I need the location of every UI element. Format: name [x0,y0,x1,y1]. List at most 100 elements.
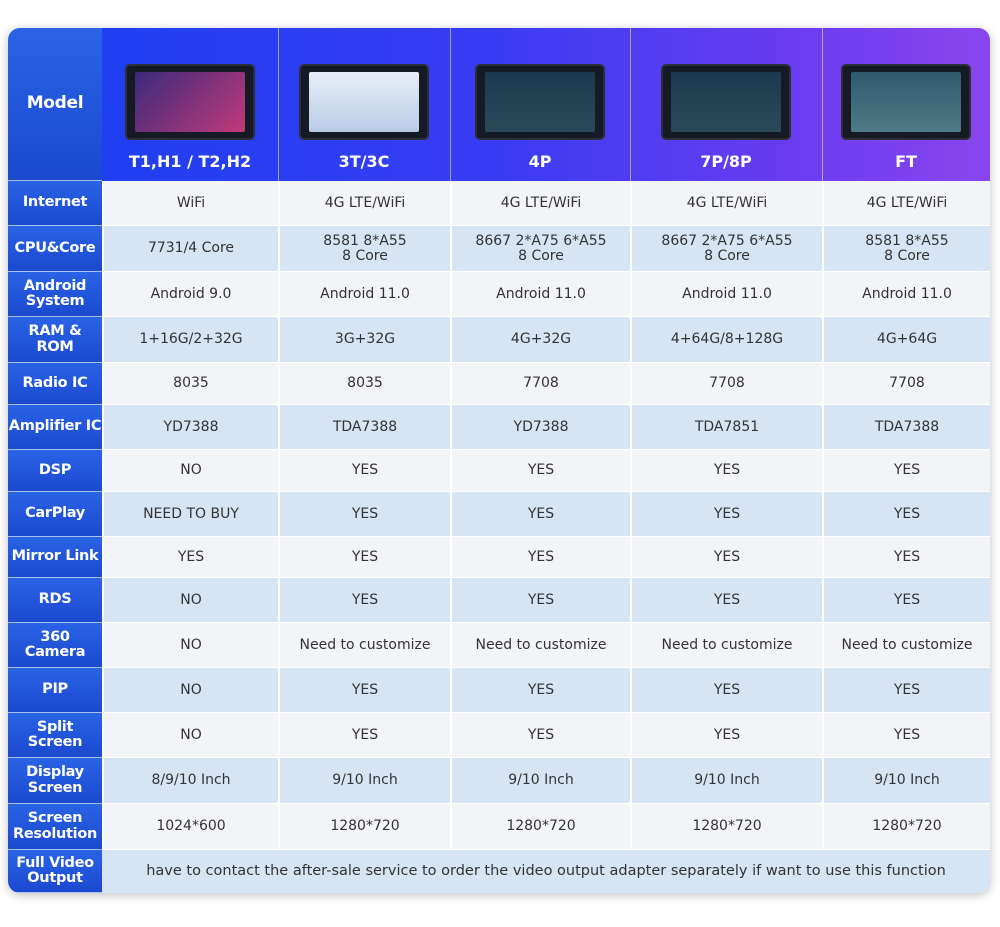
cell: YES [822,668,990,713]
device-screen [309,72,419,132]
row-label: Display Screen [8,758,102,804]
device-image [299,64,429,140]
row-label: 360 Camera [8,623,102,668]
divider [450,28,451,181]
cell: 4G+32G [450,317,630,363]
cell: NO [102,668,278,713]
cell: YD7388 [450,405,630,450]
cell: 9/10 Inch [450,758,630,804]
row-label: Split Screen [8,713,102,758]
cell: YES [278,450,450,492]
row-label: Radio IC [8,363,102,405]
cell: YES [450,668,630,713]
cell: 7708 [630,363,822,405]
cell: 4G+64G [822,317,990,363]
device-screen [135,72,245,132]
row-label: RDS [8,578,102,623]
corner-label: Model [8,28,102,181]
row-label: Internet [8,181,102,226]
cell: YES [278,492,450,537]
cell: 3G+32G [278,317,450,363]
cell: NO [102,450,278,492]
cell: NO [102,623,278,668]
cell: 7731/4 Core [102,226,278,272]
cell: 9/10 Inch [278,758,450,804]
cell: 1280*720 [450,804,630,850]
cell: WiFi [102,181,278,226]
cell: 1+16G/2+32G [102,317,278,363]
cell: 1280*720 [278,804,450,850]
cell: 8667 2*A75 6*A55 8 Core [450,226,630,272]
cell: 7708 [822,363,990,405]
cell: 8035 [102,363,278,405]
cell: NO [102,578,278,623]
device-image [841,64,971,140]
cell: Need to customize [822,623,990,668]
cell: 8035 [278,363,450,405]
cell: YES [822,537,990,578]
cell: 1280*720 [630,804,822,850]
row-label: CPU&Core [8,226,102,272]
cell: YES [630,450,822,492]
cell: Android 9.0 [102,272,278,317]
divider [822,28,823,181]
column-header: 4P [528,152,552,172]
cell: 9/10 Inch [630,758,822,804]
cell: 4G LTE/WiFi [278,181,450,226]
row-label: CarPlay [8,492,102,537]
footer-note: have to contact the after-sale service t… [102,850,990,893]
row-label: Android System [8,272,102,317]
cell: YES [822,492,990,537]
cell: TDA7851 [630,405,822,450]
device-image [125,64,255,140]
device-image [661,64,791,140]
cell: 1280*720 [822,804,990,850]
row-label: RAM & ROM [8,317,102,363]
row-label: Full Video Output [8,850,102,893]
cell: YES [450,492,630,537]
cell: YES [822,578,990,623]
cell: YES [450,578,630,623]
column-header: T1,H1 / T2,H2 [128,152,252,172]
cell: 7708 [450,363,630,405]
cell: 9/10 Inch [822,758,990,804]
column-header: FT [895,152,917,172]
device-screen [485,72,595,132]
cell: YES [450,537,630,578]
cell: 4+64G/8+128G [630,317,822,363]
row-label: PIP [8,668,102,713]
cell: YES [630,537,822,578]
column-header: 7P/8P [700,152,752,172]
cell: YES [822,713,990,758]
cell: YES [630,713,822,758]
cell: YES [278,537,450,578]
column-header: 3T/3C [338,152,390,172]
cell: Android 11.0 [822,272,990,317]
device-screen [851,72,961,132]
cell: Need to customize [450,623,630,668]
cell: Android 11.0 [278,272,450,317]
cell: YES [450,713,630,758]
row-label: Screen Resolution [8,804,102,850]
cell: 4G LTE/WiFi [450,181,630,226]
row-label: Amplifier IC [8,405,102,450]
cell: YES [450,450,630,492]
cell: Android 11.0 [450,272,630,317]
cell: TDA7388 [278,405,450,450]
cell: YES [278,578,450,623]
cell: 8581 8*A55 8 Core [822,226,990,272]
cell: Need to customize [630,623,822,668]
cell: TDA7388 [822,405,990,450]
cell: YES [630,578,822,623]
device-image [475,64,605,140]
cell: 8667 2*A75 6*A55 8 Core [630,226,822,272]
cell: YES [630,668,822,713]
row-label: Mirror Link [8,537,102,578]
cell: NO [102,713,278,758]
divider [630,28,631,181]
cell: Need to customize [278,623,450,668]
cell: NEED TO BUY [102,492,278,537]
cell: 4G LTE/WiFi [630,181,822,226]
cell: YES [278,668,450,713]
